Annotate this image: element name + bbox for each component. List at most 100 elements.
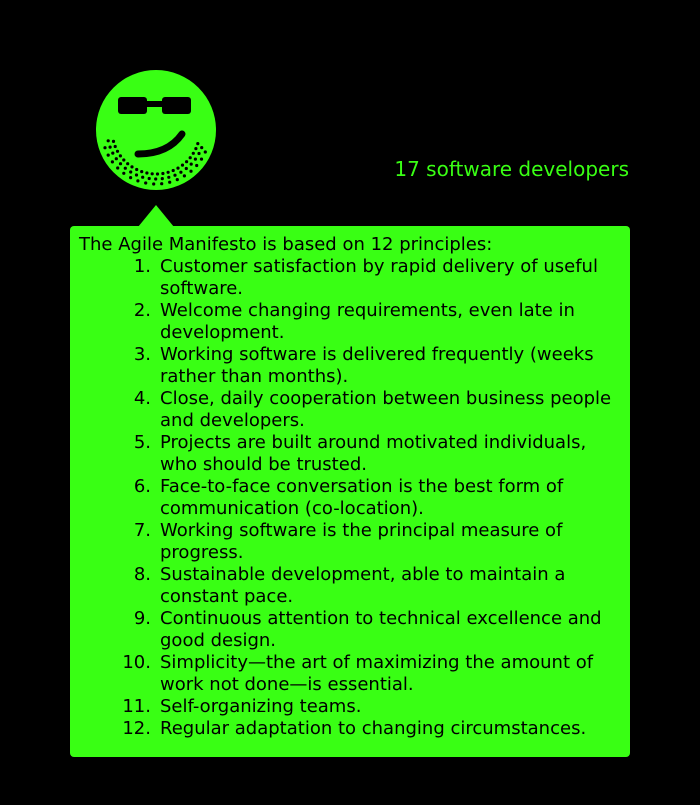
developer-avatar — [94, 68, 218, 192]
principle-item: 4. Close, daily cooperation between busin… — [79, 388, 620, 432]
smiley-face — [96, 70, 216, 190]
manifesto-intro: The Agile Manifesto is based on 12 princ… — [79, 234, 493, 255]
principle-text: Working software is the principal measur… — [160, 520, 563, 563]
stubble-dots — [103, 139, 207, 186]
principle-number: 11. — [122, 696, 151, 717]
stubble-dot — [197, 151, 201, 156]
stubble-dot — [196, 142, 200, 146]
stubble-dot — [167, 175, 171, 179]
stubble-dot — [122, 171, 126, 175]
stubble-dot — [189, 169, 193, 173]
principle-text: Close, daily cooperation between busines… — [160, 388, 612, 431]
stubble-dot — [145, 171, 149, 175]
stubble-dot — [150, 172, 154, 176]
stubble-dot — [111, 139, 116, 143]
stubble-dot — [130, 165, 134, 169]
principle-number: 8. — [133, 564, 151, 585]
stubble-dot — [106, 153, 110, 157]
stubble-dot — [200, 146, 204, 150]
principle-text: Self-organizing teams. — [160, 696, 362, 717]
stubble-dot — [118, 154, 122, 158]
principle-item: 3. Working software is delivered frequent… — [79, 344, 620, 388]
principle-number: 9. — [133, 608, 151, 629]
stubble-dot — [115, 149, 120, 153]
principle-text: Simplicity—the art of maximizing the amo… — [160, 652, 594, 695]
principle-item: 7. Working software is the principal meas… — [79, 520, 620, 564]
stubble-dot — [134, 173, 139, 177]
principle-text: Projects are built around motivated indi… — [160, 432, 587, 475]
stubble-dot — [176, 166, 180, 170]
stubble-dot — [123, 166, 127, 170]
stubble-dot — [160, 182, 164, 186]
stubble-dot — [179, 170, 183, 174]
principle-item: 9. Continuous attention to technical exce… — [79, 608, 620, 652]
stubble-dot — [152, 182, 156, 186]
principle-item: 1. Customer satisfaction by rapid deliver… — [79, 256, 620, 300]
stubble-dot — [188, 156, 192, 160]
stubble-dot — [161, 171, 165, 176]
speech-bubble-pointer — [138, 205, 174, 227]
principle-text: Working software is delivered frequently… — [160, 344, 594, 387]
stubble-dot — [180, 163, 185, 167]
principle-text: Regular adaptation to changing circumsta… — [160, 718, 587, 739]
stubble-dot — [103, 146, 107, 150]
stubble-dot — [193, 157, 197, 161]
stubble-dot — [147, 176, 151, 181]
principle-item: 8. Sustainable development, able to maint… — [79, 564, 620, 608]
stubble-dot — [129, 176, 133, 180]
stubble-dot — [135, 167, 139, 172]
principle-text: Customer satisfaction by rapid delivery … — [160, 256, 598, 299]
stubble-dot — [110, 160, 114, 164]
stubble-dot — [171, 168, 175, 173]
stubble-dot — [189, 162, 193, 166]
stubble-dot — [184, 166, 188, 171]
stubble-dot — [166, 170, 170, 174]
stubble-dot — [185, 160, 189, 164]
principle-text: Continuous attention to technical excell… — [160, 608, 602, 651]
principle-item: 12. Regular adaptation to changing circum… — [79, 718, 620, 740]
stubble-dot — [195, 163, 199, 168]
stubble-dot — [203, 150, 207, 154]
principle-item: 11. Self-organizing teams. — [79, 696, 620, 718]
stubble-dot — [154, 177, 158, 181]
cool-smiley-icon — [96, 70, 216, 190]
principle-number: 12. — [122, 718, 151, 739]
principle-number: 1. — [133, 256, 151, 277]
smile-mouth — [134, 130, 186, 158]
principle-number: 7. — [133, 520, 151, 541]
stubble-dot — [116, 166, 120, 170]
principle-text: Sustainable development, able to maintai… — [160, 564, 566, 607]
developers-caption: 17 software developers — [394, 157, 629, 181]
stubble-dot — [114, 157, 118, 161]
principle-number: 2. — [133, 300, 151, 321]
stubble-dot — [173, 173, 177, 177]
principle-item: 10. Simplicity—the art of maximizing the … — [79, 652, 620, 696]
stubble-dot — [175, 178, 179, 182]
stubble-dot — [144, 181, 148, 185]
stubble-dot — [160, 177, 164, 181]
principle-item: 5. Projects are built around motivated in… — [79, 432, 620, 476]
stubble-dot — [136, 179, 140, 183]
principle-text: Welcome changing requirements, even late… — [160, 300, 575, 343]
stubble-dot — [199, 157, 204, 161]
stubble-dot — [155, 172, 160, 176]
stubble-dot — [106, 139, 110, 143]
principle-number: 10. — [122, 652, 151, 673]
stubble-dot — [122, 158, 126, 162]
speech-bubble: The Agile Manifesto is based on 12 princ… — [70, 226, 630, 757]
stubble-dot — [111, 151, 115, 155]
stubble-dot — [182, 174, 186, 178]
stubble-dot — [191, 151, 195, 155]
stubble-dot — [141, 175, 145, 179]
stubble-dot — [194, 147, 198, 151]
stubble-dot — [126, 162, 130, 166]
sunglasses-icon — [118, 97, 191, 114]
principle-number: 5. — [133, 432, 151, 453]
principle-number: 3. — [133, 344, 151, 365]
stubble-dot — [108, 145, 112, 149]
principle-text: Face-to-face conversation is the best fo… — [160, 476, 564, 519]
principle-number: 4. — [133, 388, 151, 409]
stubble-dot — [129, 170, 133, 174]
stubble-dot — [168, 180, 172, 184]
stubble-dot — [113, 144, 117, 149]
